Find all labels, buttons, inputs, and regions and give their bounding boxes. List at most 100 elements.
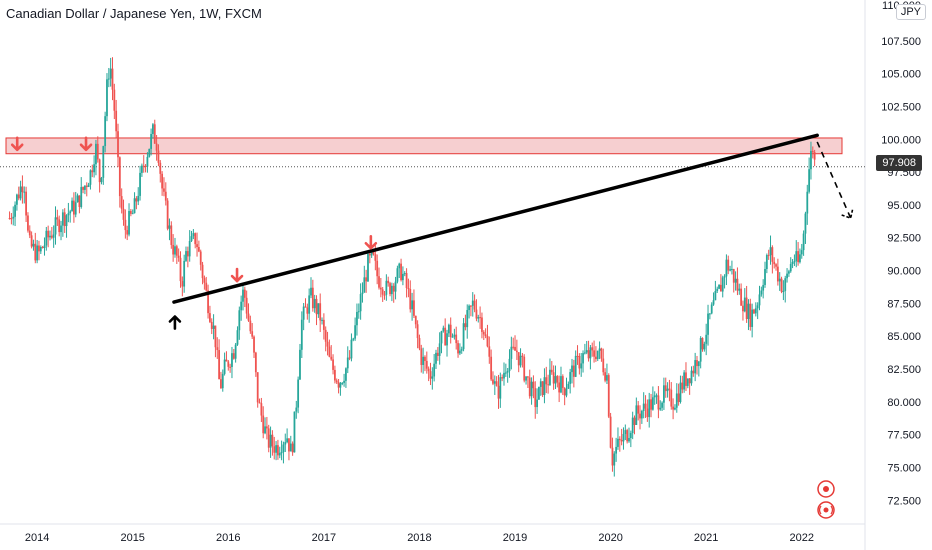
candle-body — [749, 303, 752, 327]
candle-body — [714, 290, 717, 301]
candle-body — [71, 200, 73, 212]
candle-body — [547, 384, 550, 386]
candle-body — [538, 386, 540, 400]
candle-body — [267, 428, 270, 448]
candle-body — [23, 191, 26, 193]
candle-body — [635, 405, 638, 425]
candle-body — [732, 269, 735, 283]
candle-body — [387, 280, 390, 284]
candle-body — [716, 288, 719, 291]
x-tick-label: 2016 — [216, 532, 240, 544]
candle-body — [446, 333, 448, 346]
candle-body — [589, 347, 592, 359]
candle-body — [767, 255, 770, 257]
candle-body — [765, 255, 768, 269]
candle-body — [788, 271, 790, 274]
target-icon[interactable] — [817, 480, 835, 498]
candle-body — [789, 264, 792, 272]
candle-body — [135, 198, 138, 202]
candle-body — [146, 156, 149, 167]
candle-body — [668, 388, 671, 390]
candle-body — [580, 363, 583, 369]
candle-body — [604, 372, 606, 381]
candle-body — [170, 225, 173, 245]
candle-body — [177, 255, 180, 258]
down-arrow-marker-0 — [10, 136, 24, 152]
candle-body — [701, 337, 704, 350]
candle-body — [207, 290, 209, 314]
candle-body — [402, 273, 404, 281]
candle-body — [286, 438, 289, 443]
candle-body — [587, 350, 590, 359]
candle-body — [163, 188, 165, 192]
candle-body — [157, 150, 160, 163]
candle-body — [504, 372, 507, 374]
candle-body — [764, 268, 766, 285]
candle-body — [216, 347, 219, 351]
candle-body — [192, 233, 195, 237]
candle-body — [220, 379, 222, 389]
candle-body — [493, 381, 496, 384]
candle-body — [677, 393, 680, 403]
candle-body — [396, 268, 399, 282]
up-arrow-marker-4 — [168, 315, 182, 330]
y-tick-label: 90.000 — [887, 266, 921, 278]
candle-body — [210, 321, 213, 329]
candle-body — [607, 375, 610, 417]
candle-body — [583, 352, 586, 354]
candle-body — [565, 388, 568, 396]
candle-body — [282, 444, 285, 453]
candle-body — [168, 225, 171, 229]
candle-body — [482, 331, 485, 335]
candle-body — [129, 211, 132, 214]
y-tick-label: 107.500 — [881, 36, 921, 48]
candle-body — [475, 309, 478, 319]
candle-body — [719, 284, 722, 292]
candle-body — [626, 430, 629, 442]
candle-body — [519, 355, 522, 366]
candle-body — [436, 352, 439, 356]
candle-body — [183, 260, 186, 287]
candle-body — [813, 152, 816, 160]
candle-body — [556, 376, 559, 383]
candle-body — [133, 198, 136, 214]
candle-body — [390, 285, 393, 295]
candle-body — [440, 331, 443, 344]
candle-body — [96, 143, 99, 160]
candle-body — [431, 376, 434, 379]
broadcast-icon[interactable] — [817, 501, 835, 519]
candle-body — [389, 283, 391, 295]
candle-body — [466, 310, 469, 328]
candle-body — [521, 355, 524, 357]
currency-label[interactable]: JPY — [895, 4, 926, 20]
candle-body — [185, 251, 187, 261]
candle-body — [725, 259, 728, 277]
candle-body — [672, 406, 675, 410]
candle-body — [670, 389, 673, 407]
candle-body — [106, 79, 108, 117]
candle-body — [253, 336, 255, 353]
candle-body — [740, 288, 743, 306]
candle-body — [655, 395, 658, 397]
down-arrow-marker-3 — [364, 234, 378, 250]
x-tick-label: 2021 — [694, 532, 718, 544]
candle-body — [738, 288, 741, 291]
projection-line — [816, 141, 852, 219]
candle-body — [572, 365, 575, 377]
candle-body — [199, 251, 202, 265]
candle-body — [91, 170, 94, 173]
candle-body — [800, 250, 803, 255]
x-tick-label: 2017 — [312, 532, 336, 544]
candle-body — [628, 438, 630, 442]
candle-body — [403, 273, 406, 275]
candle-body — [585, 350, 588, 353]
candle-body — [468, 305, 470, 311]
candle-body — [484, 334, 487, 336]
candle-body — [142, 165, 145, 167]
candle-body — [481, 317, 483, 332]
candle-body — [52, 234, 55, 238]
y-tick-label: 80.000 — [887, 397, 921, 409]
candle-body — [109, 68, 112, 79]
